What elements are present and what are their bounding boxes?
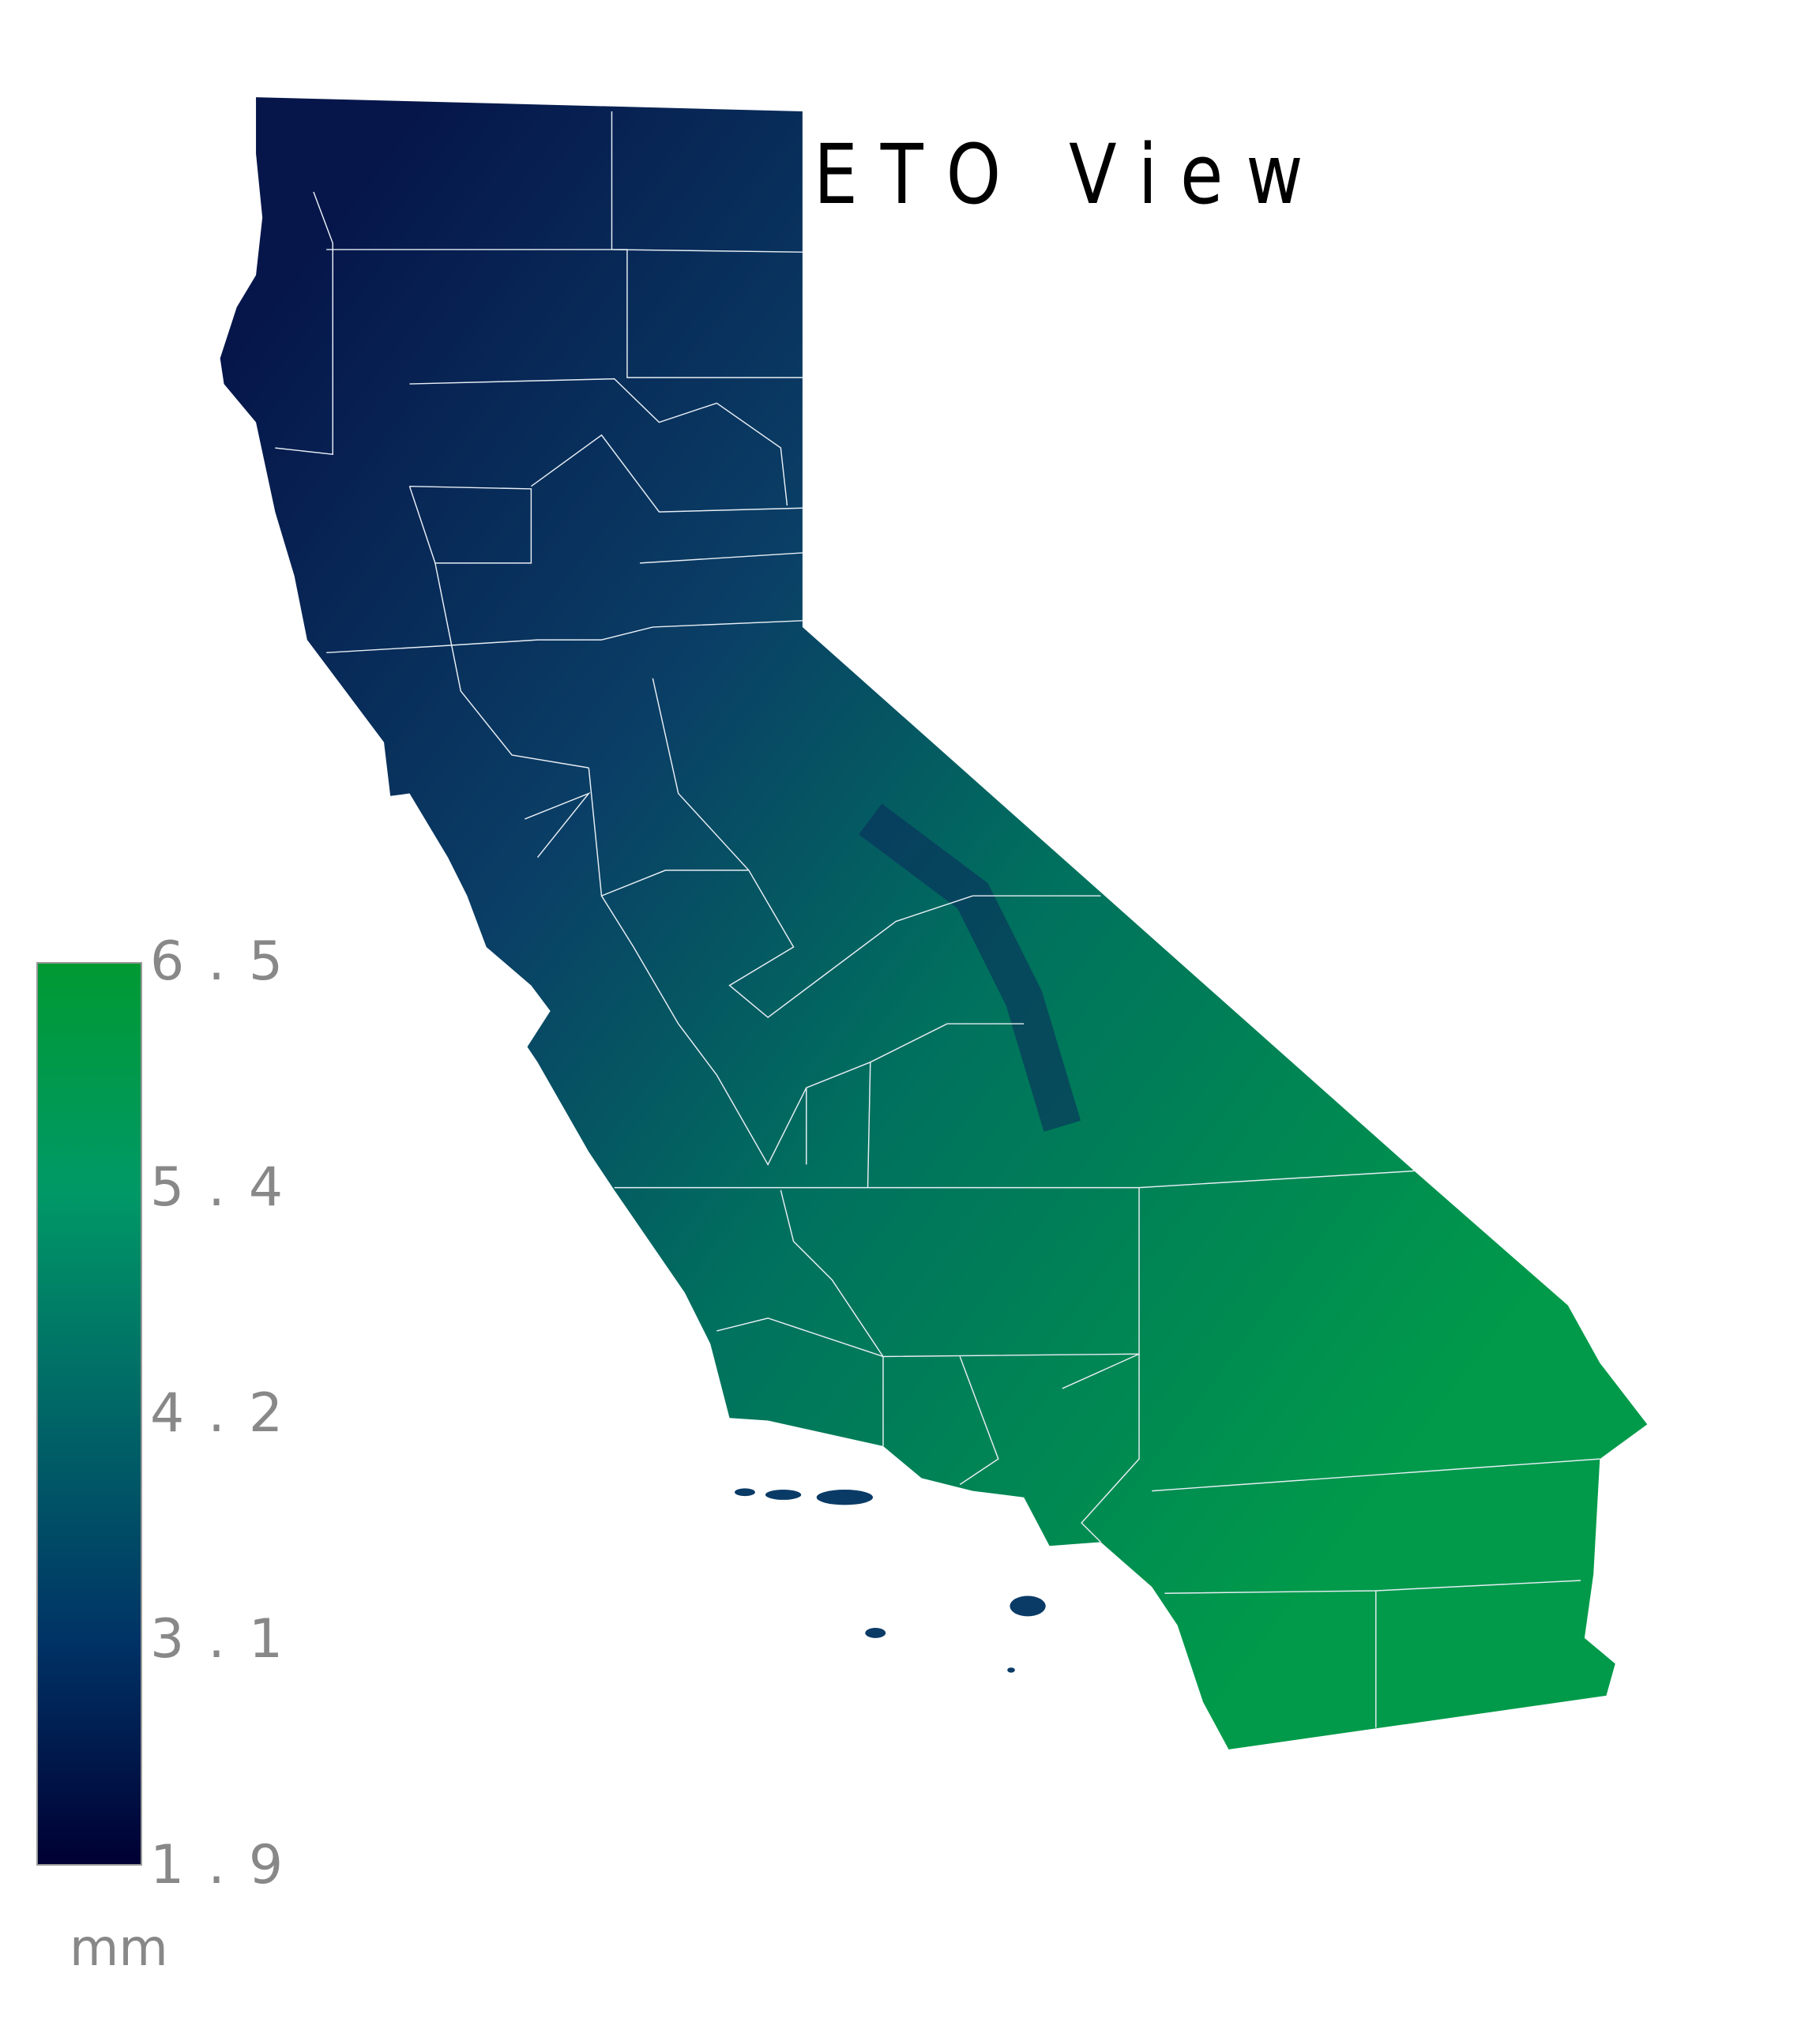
channel-islands bbox=[735, 1488, 1046, 1673]
county-boundaries bbox=[275, 111, 1600, 1728]
legend-tick: 4.2 bbox=[150, 1382, 307, 1445]
california-state-shape bbox=[220, 97, 1648, 1750]
legend-tick: 3.1 bbox=[150, 1608, 307, 1671]
sierra-dark-band bbox=[859, 803, 1081, 1132]
legend-tick-min: 1.9 bbox=[150, 1834, 307, 1896]
legend-tick-max: 6.5 bbox=[150, 930, 307, 993]
color-scale-bar bbox=[36, 962, 142, 1866]
legend-tick: 5.4 bbox=[150, 1156, 307, 1219]
legend-unit-label: mm bbox=[70, 1919, 168, 1978]
map-title: ETO View bbox=[814, 126, 1326, 223]
